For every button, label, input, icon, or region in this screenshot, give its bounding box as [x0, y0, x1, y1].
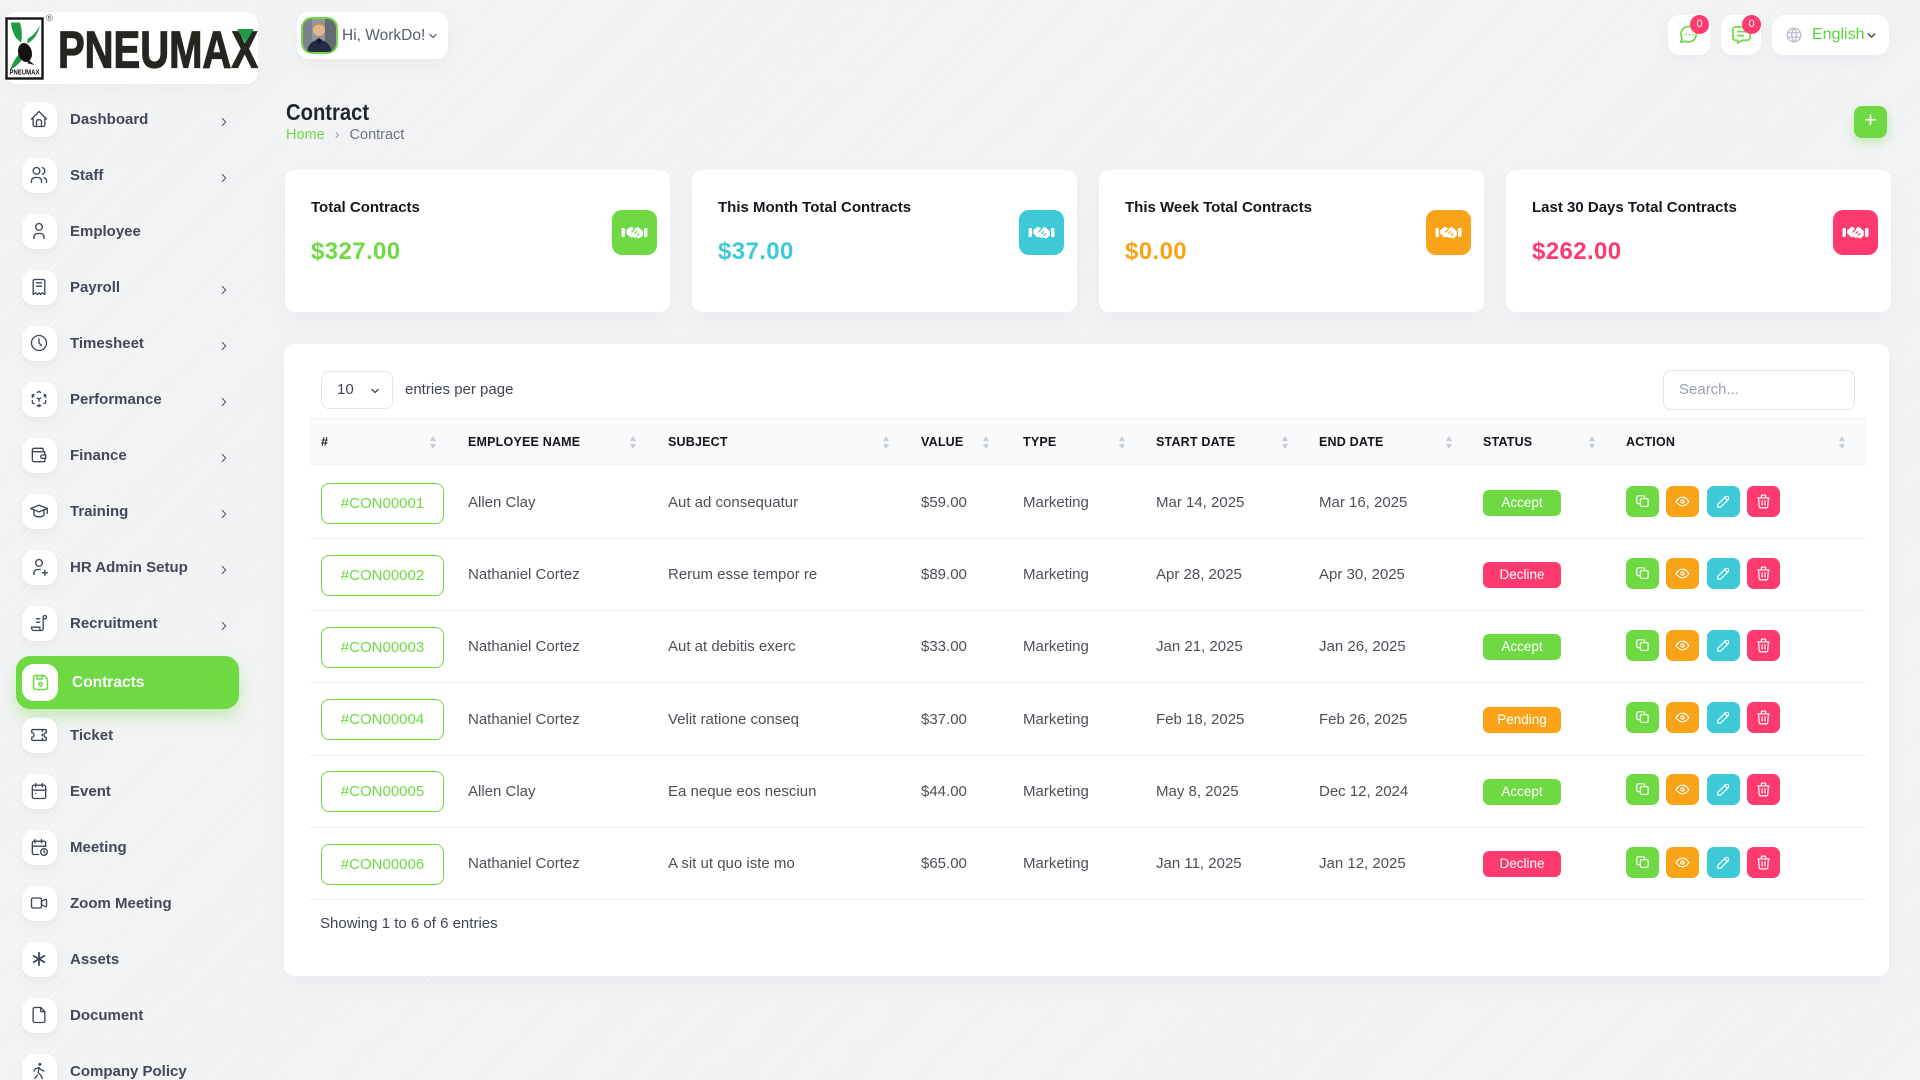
svg-text:PNEUMAX: PNEUMAX — [58, 29, 258, 69]
svg-text:PNEUMAX: PNEUMAX — [10, 70, 40, 77]
